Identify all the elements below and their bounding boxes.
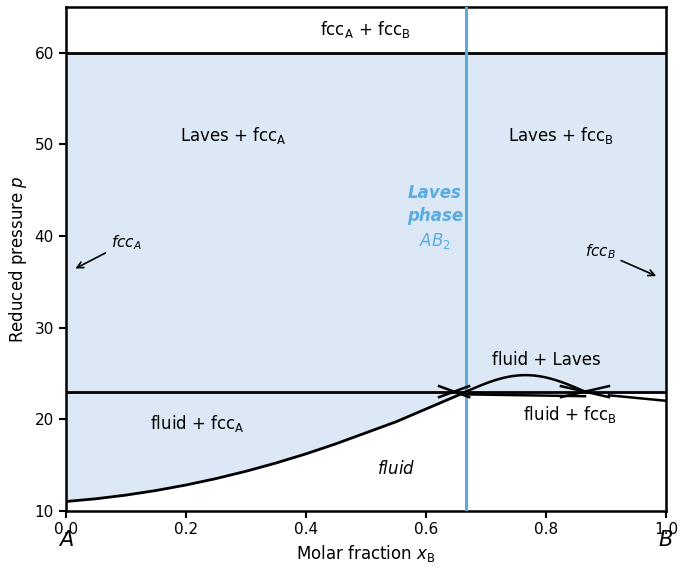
- Text: $B$: $B$: [658, 530, 673, 550]
- Text: Laves + fcc$_\mathrm{B}$: Laves + fcc$_\mathrm{B}$: [508, 124, 614, 146]
- X-axis label: Molar fraction $x_\mathrm{B}$: Molar fraction $x_\mathrm{B}$: [296, 543, 436, 564]
- Text: $\mathit{fcc}_B$: $\mathit{fcc}_B$: [585, 242, 655, 276]
- Polygon shape: [466, 53, 666, 392]
- Y-axis label: Reduced pressure $p$: Reduced pressure $p$: [7, 175, 29, 343]
- Text: fluid + fcc$_\mathrm{A}$: fluid + fcc$_\mathrm{A}$: [150, 413, 245, 434]
- Polygon shape: [66, 53, 466, 501]
- Text: $A$: $A$: [58, 530, 74, 550]
- Text: Laves
phase
$AB_2$: Laves phase $AB_2$: [407, 184, 463, 251]
- Text: fluid + Laves: fluid + Laves: [492, 351, 600, 368]
- Text: fluid + fcc$_\mathrm{B}$: fluid + fcc$_\mathrm{B}$: [523, 404, 617, 425]
- Text: $\mathit{fcc}_A$: $\mathit{fcc}_A$: [77, 233, 141, 268]
- Text: Laves + fcc$_\mathrm{A}$: Laves + fcc$_\mathrm{A}$: [180, 124, 287, 146]
- Text: fcc$_\mathrm{A}$ + fcc$_\mathrm{B}$: fcc$_\mathrm{A}$ + fcc$_\mathrm{B}$: [321, 19, 411, 41]
- Text: $\mathit{fluid}$: $\mathit{fluid}$: [377, 460, 415, 478]
